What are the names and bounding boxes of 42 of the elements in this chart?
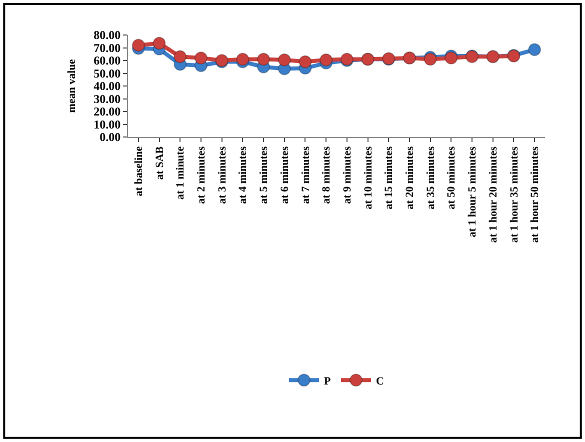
x-tick-label: at 1 hour 5 minutes — [466, 146, 479, 238]
y-tick-label: 10.00 — [94, 117, 121, 132]
point — [257, 52, 270, 66]
x-tick-label: at 6 minutes — [278, 146, 291, 204]
y-tick-label: 40.00 — [94, 79, 121, 94]
x-tick-label: at 7 minutes — [300, 146, 312, 204]
point — [132, 38, 145, 52]
x-tick-label: at baseline — [133, 146, 146, 196]
legend-label: P — [324, 375, 331, 388]
legend-label: C — [376, 375, 384, 388]
y-tick-label: 30.00 — [94, 92, 121, 106]
point — [298, 55, 312, 68]
x-tick-label: at 1 hour 20 minutes — [487, 146, 500, 243]
y-axis-title: mean value — [66, 59, 78, 113]
x-tick-label: at 20 minutes — [404, 146, 416, 210]
x-tick-label: at 9 minutes — [342, 146, 354, 204]
x-tick-label: at 35 minutes — [424, 146, 437, 210]
point — [194, 51, 208, 64]
point — [152, 36, 166, 50]
y-tick-label: 60.00 — [94, 54, 121, 68]
x-tick-label: at 4 minutes — [237, 146, 250, 204]
y-tick-label: 80.00 — [94, 28, 121, 42]
point — [278, 53, 291, 66]
point — [528, 43, 542, 56]
x-tick-label: at 8 minutes — [320, 146, 333, 204]
y-tick-label: 50.00 — [94, 66, 121, 80]
x-tick-label: at 10 minutes — [362, 146, 374, 210]
x-tick-label: at SAB — [154, 146, 166, 180]
x-tick-label: at 5 minutes — [258, 146, 270, 204]
x-tick-label: at 50 minutes — [446, 146, 458, 210]
point — [320, 53, 333, 66]
point — [236, 52, 250, 66]
y-tick-label: 20.00 — [94, 104, 121, 119]
x-tick-label: at 1 hour 50 minutes — [529, 146, 542, 243]
x-tick-label: at 1 hour 35 minutes — [508, 146, 520, 243]
x-tick-label: at 15 minutes — [383, 146, 396, 210]
y-tick-label: 70.00 — [94, 40, 121, 55]
x-tick-label: at 3 minutes — [216, 146, 228, 204]
y-tick-label: 0.00 — [100, 130, 121, 144]
point — [174, 50, 187, 64]
x-tick-label: at 1 minute — [174, 146, 187, 200]
x-tick-label: at 2 minutes — [196, 146, 208, 204]
